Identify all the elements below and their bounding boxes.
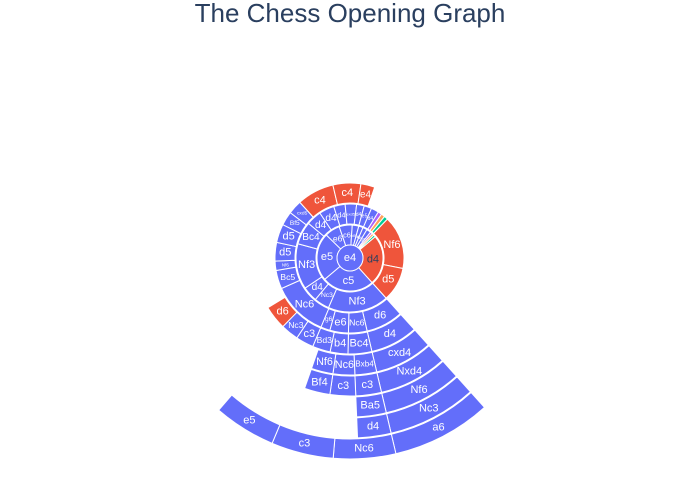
wedge-ring2-17[interactable] [372,264,404,299]
wedge-label-ring2-16: Nf6 [383,239,400,251]
wedge-label-ring1-5: d5 [352,233,357,238]
wedge-label-ring4-4: Bd3 [317,335,333,345]
wedge-label-ring3-10: Bf5 [290,220,300,227]
wedge-label-ring2-17: d5 [382,274,394,286]
wedge-label-ring9-2: Nc6 [354,442,374,454]
wedge-label-ring6-3: c3 [337,380,349,392]
wedge-label-ring9-3: c3 [299,437,311,449]
wedge-label-ring2-9: exd5 [346,212,355,217]
wedge-ring4-7[interactable] [267,296,298,328]
wedge-label-ring1-2: e5 [321,251,333,263]
wedge-label-ring8-1: Nc3 [419,403,439,415]
wedge-label-ring4-6: Nc3 [288,320,304,330]
wedge-label-ring7-2: Ba5 [360,400,380,412]
wedge-label-ring5-3: Nc6 [335,359,354,371]
wedge-label-ring7-1: Nf6 [410,384,427,396]
wedge-label-ring2-10: d4 [356,212,362,218]
wedge-label-ring3-13: c4 [341,187,353,199]
wedge-ring3-14[interactable] [357,183,376,207]
wedge-ring6-4[interactable] [303,368,334,396]
wedge-label-ring3-9: d5 [282,231,294,243]
wedge-label-ring3-14: e4 [360,189,371,200]
wedge-ring5-4[interactable] [310,348,337,375]
chart-title: The Chess Opening Graph [194,0,506,28]
wedge-label-ring5-2: Bxb4 [355,360,374,369]
wedge-label-ring1-1: c5 [343,275,355,287]
wedge-ring7-2[interactable] [355,392,387,418]
wedge-label-ring9-4: e5 [243,414,255,426]
wedge-label-ring4-5: c3 [304,328,316,340]
root-label: e4 [344,252,356,264]
wedge-label-ring4-1: d4 [384,328,396,340]
wedge-label-ring2-6: d4 [315,220,327,231]
wedge-label-ring3-6: Bc5 [280,272,295,282]
wedge-label-ring9-1: a6 [432,421,444,433]
wedge-label-ring2-1: Nf3 [349,295,366,307]
wedge-label-ring1-3: e6 [333,234,343,244]
root-node[interactable] [336,244,364,272]
wedge-label-ring8-2: d4 [367,420,379,432]
wedge-label-ring3-8: d5 [279,247,291,259]
wedge-label-ring4-3: b4 [334,337,346,349]
wedge-label-ring4-2: Bc4 [350,338,369,350]
wedge-label-ring2-3: d4 [312,282,324,293]
wedge-label-ring5-1: cxd4 [388,347,411,359]
wedge-label-ring1-12: d4 [367,254,379,266]
wedge-label-ring6-4: Bf4 [311,376,328,388]
wedge-label-ring3-3: e6 [334,316,346,328]
wedge-label-ring1-6: d6 [355,234,360,239]
wedge-label-ring2-5: Bc4 [302,232,320,243]
wedge-label-ring1-8: g6 [361,237,366,242]
wedge-ring8-2[interactable] [356,413,392,439]
wedge-label-ring2-12: d4 [368,216,374,222]
wedge-label-ring2-11: e5 [362,213,368,219]
wedge-label-ring3-7: Nf6 [282,262,289,267]
wedge-label-ring1-4: c6 [343,231,351,240]
wedge-label-ring2-4: Nf3 [298,259,315,271]
wedge-label-ring6-2: c3 [362,379,374,391]
wedge-label-ring1-7: Nf6 [357,235,364,240]
wedge-label-ring2-2: Nc3 [321,292,333,299]
wedge-label-ring3-5: Nc6 [295,298,315,310]
wedge-label-ring4-7: d6 [276,305,288,317]
wedge-label-ring2-7: d4 [325,213,337,224]
wedge-label-ring3-1: d6 [374,310,386,322]
wedge-label-ring3-2: Nc6 [349,318,365,328]
wedge-label-ring2-8: d4 [337,210,345,219]
sunburst-center[interactable]: e4 [336,244,364,272]
wedge-label-ring3-11: cxd5 [297,211,308,217]
wedge-ring9-4[interactable] [217,394,281,444]
wedge-label-ring5-4: Nf6 [316,356,333,368]
wedge-label-ring6-1: Nxd4 [396,365,422,377]
wedge-label-ring3-4: g6 [325,316,333,323]
wedge-label-ring3-12: c4 [314,194,326,206]
